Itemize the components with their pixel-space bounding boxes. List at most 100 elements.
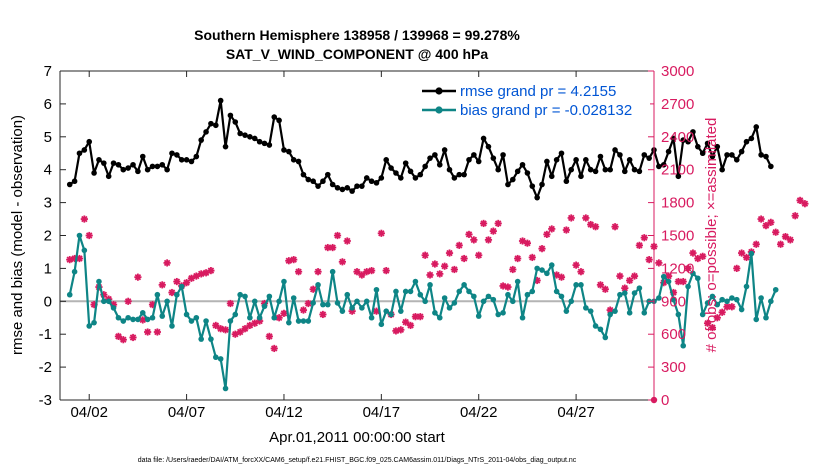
obs-marker-stroke: [679, 278, 687, 285]
rmse-point: [208, 120, 214, 127]
obs-assimilated-marker: [280, 309, 288, 317]
obs-marker-stroke: [417, 313, 424, 320]
rmse-point: [135, 168, 141, 175]
rmse-point: [592, 168, 599, 175]
rmse-point: [626, 157, 633, 163]
obs-assimilated-marker: [114, 332, 123, 340]
bias-point: [738, 306, 745, 313]
rmse-point: [295, 158, 302, 165]
bias-point: [217, 356, 224, 362]
y2-tick-label: 900: [661, 293, 686, 310]
bias-point: [164, 298, 170, 305]
obs-marker-stroke: [407, 322, 414, 329]
obs-assimilated-marker: [781, 232, 790, 241]
bias-point: [690, 270, 696, 277]
y2-axis-ticks: 0 300 600 900 1200 1500 1800 2100 2400 2700 3000: [648, 63, 694, 409]
obs-marker-stroke: [767, 219, 775, 226]
rmse-point: [407, 168, 414, 175]
rmse-point: [563, 178, 570, 185]
obs-marker-stroke: [222, 326, 229, 334]
obs-marker-stroke: [631, 272, 638, 280]
rmse-point: [534, 194, 540, 201]
x-tick-label: 04/12: [265, 404, 303, 421]
obs-marker-stroke: [494, 220, 502, 227]
rmse-point: [383, 157, 390, 163]
rmse-point: [300, 171, 307, 178]
bias-point: [237, 291, 243, 298]
obs-marker-stroke: [577, 268, 585, 275]
obs-assimilated-marker: [343, 237, 351, 245]
obs-marker-stroke: [412, 313, 419, 320]
legend-box: [418, 80, 650, 120]
bias-point: [772, 286, 779, 293]
bias-point: [315, 282, 321, 288]
obs-marker-stroke: [743, 254, 750, 261]
obs-marker-stroke: [636, 242, 643, 249]
bias-series: [66, 232, 779, 392]
obs-assimilated-marker: [689, 249, 697, 257]
obs-assimilated-marker: [596, 281, 605, 289]
rmse-point: [130, 161, 136, 168]
bias-point: [553, 288, 560, 295]
obs-assimilated-marker: [265, 332, 273, 340]
obs-assimilated-marker: [776, 240, 785, 248]
obs-assimilated-marker: [504, 283, 512, 291]
bias-point: [568, 298, 575, 305]
rmse-point: [704, 140, 711, 147]
rmse-point: [120, 166, 127, 173]
data-file-footer: data file: /Users/raeder/DAI/ATM_forcXX/…: [138, 457, 577, 464]
obs-marker-stroke: [324, 244, 332, 251]
y2-tick-label: 0: [661, 392, 669, 409]
obs-assimilated-marker: [236, 328, 244, 336]
obs-assimilated-marker: [562, 226, 570, 234]
chart-title: Southern Hemisphere 138958 / 139968 = 99…: [194, 27, 520, 43]
obs-marker-stroke: [616, 272, 624, 280]
bias-point: [500, 310, 506, 316]
obs-marker-stroke: [134, 273, 142, 281]
bias-point: [383, 308, 390, 314]
bias-point: [743, 283, 750, 290]
bias-point: [636, 285, 643, 291]
bias-point: [149, 314, 156, 321]
bias-point: [485, 293, 492, 300]
obs-marker-stroke: [344, 237, 351, 245]
obs-marker-stroke: [470, 236, 478, 244]
y-tick-label: 1: [44, 260, 52, 277]
bias-point: [334, 300, 341, 306]
bias-point: [768, 298, 774, 305]
obs-assimilated-marker: [533, 276, 541, 285]
obs-assimilated-marker: [119, 336, 127, 344]
bias-point: [729, 295, 735, 301]
rmse-point: [334, 184, 341, 191]
obs-assimilated-marker: [182, 279, 191, 287]
obs-marker-stroke: [762, 222, 770, 229]
obs-marker-stroke: [514, 255, 521, 262]
obs-assimilated-marker: [402, 318, 410, 326]
obs-marker-stroke: [738, 249, 745, 257]
obs-assimilated-marker: [591, 223, 600, 231]
bias-point: [115, 314, 122, 321]
obs-marker-stroke: [645, 256, 653, 263]
obs-marker-stroke: [436, 270, 443, 278]
bias-point: [436, 314, 443, 321]
obs-marker-stroke: [397, 326, 405, 334]
bias-point: [329, 268, 336, 275]
obs-marker-stroke: [81, 215, 88, 223]
obs-assimilated-marker: [329, 243, 337, 252]
obs-assimilated-marker: [338, 258, 346, 266]
legend: rmse grand pr = 4.2155 bias grand pr = -…: [418, 80, 650, 120]
obs-assimilated-marker: [679, 277, 687, 286]
bias-point: [529, 288, 536, 295]
obs-marker-stroke: [309, 286, 317, 293]
obs-assimilated-marker: [645, 256, 653, 264]
bias-point: [675, 311, 682, 318]
obs-marker-stroke: [606, 306, 614, 314]
rmse-point: [266, 142, 273, 148]
legend-rmse-label: rmse grand pr = 4.2155: [460, 83, 616, 100]
rmse-point: [363, 175, 370, 181]
obs-marker-stroke: [441, 262, 448, 270]
obs-assimilated-marker: [314, 268, 322, 276]
obs-assimilated-marker: [801, 200, 809, 208]
obs-assimilated-marker: [548, 225, 556, 233]
rmse-point: [174, 152, 180, 158]
